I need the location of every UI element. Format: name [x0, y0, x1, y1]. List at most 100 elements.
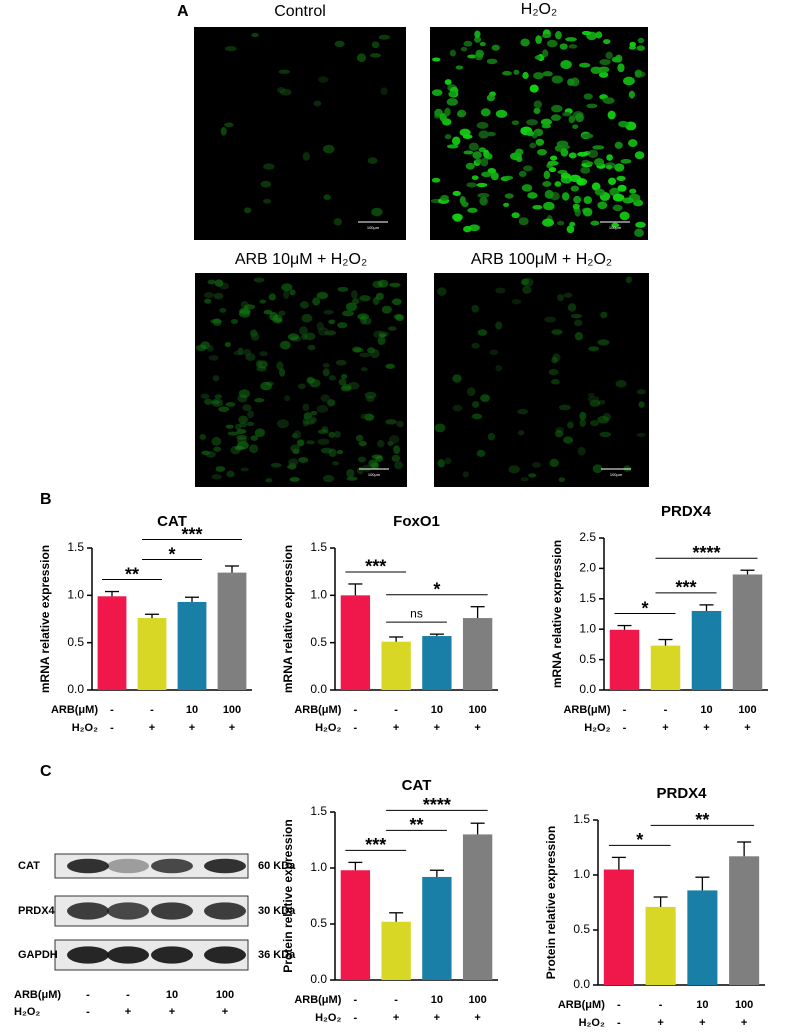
chart-title: FoxO1	[393, 513, 440, 530]
cell	[254, 398, 265, 403]
cell	[301, 313, 313, 323]
cell	[215, 466, 226, 472]
condition-label: H₂O₂	[579, 1017, 605, 1029]
cell	[479, 41, 486, 47]
cell	[233, 350, 243, 356]
cell	[467, 207, 478, 213]
cell	[236, 435, 248, 440]
cell	[323, 309, 334, 315]
significance-label: **	[409, 815, 423, 835]
significance-label: *	[433, 579, 440, 599]
cell	[317, 292, 329, 299]
cell	[465, 162, 475, 170]
condition-value: -	[126, 989, 130, 1001]
condition-value: -	[110, 704, 114, 716]
cell	[342, 310, 354, 317]
y-tick-label: 0.5	[573, 922, 590, 936]
condition-value: +	[662, 722, 668, 734]
cell	[332, 461, 340, 466]
cell	[391, 454, 401, 462]
cell	[559, 404, 571, 411]
cell	[558, 477, 566, 483]
condition-label: ARB(μM)	[14, 989, 61, 1001]
cell	[224, 46, 237, 52]
scale-label: 100μm	[367, 225, 380, 230]
y-tick-label: 1.5	[573, 812, 590, 826]
cell	[533, 100, 542, 109]
cell	[259, 299, 267, 304]
cell	[602, 412, 612, 422]
cell	[618, 120, 629, 128]
cell	[573, 319, 583, 327]
cell	[360, 367, 368, 372]
condition-value: +	[189, 722, 195, 734]
cell	[328, 319, 336, 325]
y-axis-label: mRNA relative expression	[38, 545, 52, 693]
condition-value: 10	[166, 989, 178, 1001]
y-tick-label: 0.0	[310, 972, 327, 986]
cell	[599, 431, 612, 438]
cell	[367, 157, 378, 164]
cell	[551, 75, 564, 84]
condition-value: +	[125, 1006, 131, 1018]
blot-band	[151, 902, 193, 920]
cell	[340, 385, 352, 392]
cell	[585, 161, 594, 166]
cell	[453, 213, 463, 222]
condition-value: -	[394, 704, 398, 716]
cell	[602, 97, 615, 104]
condition-label: H₂O₂	[72, 722, 98, 734]
condition-value: -	[623, 704, 627, 716]
condition-value: +	[434, 1012, 440, 1024]
cell	[603, 39, 611, 45]
cell	[284, 395, 291, 402]
cell	[368, 459, 378, 468]
micrograph-caption: H₂O₂	[521, 1, 557, 18]
cell	[476, 121, 489, 129]
cell	[563, 292, 573, 298]
cell	[495, 321, 503, 330]
blot-band	[151, 858, 193, 874]
cell	[594, 158, 605, 167]
cell	[460, 46, 468, 52]
cell	[317, 327, 329, 336]
blot-band	[204, 946, 246, 964]
cell	[598, 71, 609, 78]
y-tick-label: 1.5	[67, 540, 84, 554]
cell	[299, 326, 308, 336]
cell	[551, 378, 560, 385]
cell	[316, 404, 329, 413]
cell	[328, 431, 336, 438]
cell	[341, 373, 348, 379]
cell	[576, 178, 588, 186]
cell	[250, 332, 260, 341]
cell	[452, 190, 461, 196]
y-tick-label: 0.0	[310, 682, 327, 696]
cell	[254, 428, 266, 437]
cell	[463, 150, 474, 155]
cell	[486, 94, 495, 102]
cell	[599, 59, 611, 66]
cell	[591, 182, 601, 191]
scale-label: 100μm	[609, 225, 622, 230]
cell	[385, 419, 397, 425]
cell	[287, 333, 300, 341]
cell	[250, 435, 259, 441]
cell	[587, 395, 600, 403]
cell	[203, 291, 214, 299]
condition-value: 10	[431, 994, 443, 1006]
bar	[381, 921, 411, 980]
cell	[320, 394, 331, 402]
bar	[462, 834, 493, 980]
condition-value: -	[354, 1012, 358, 1024]
cell	[356, 53, 367, 62]
cell	[207, 279, 216, 285]
cell	[587, 392, 595, 398]
cell	[437, 287, 447, 296]
cell	[528, 473, 537, 478]
cell	[446, 144, 459, 149]
cell	[439, 112, 447, 122]
significance-label: ***	[675, 578, 696, 598]
blot-band	[107, 946, 149, 964]
cell	[529, 142, 537, 149]
